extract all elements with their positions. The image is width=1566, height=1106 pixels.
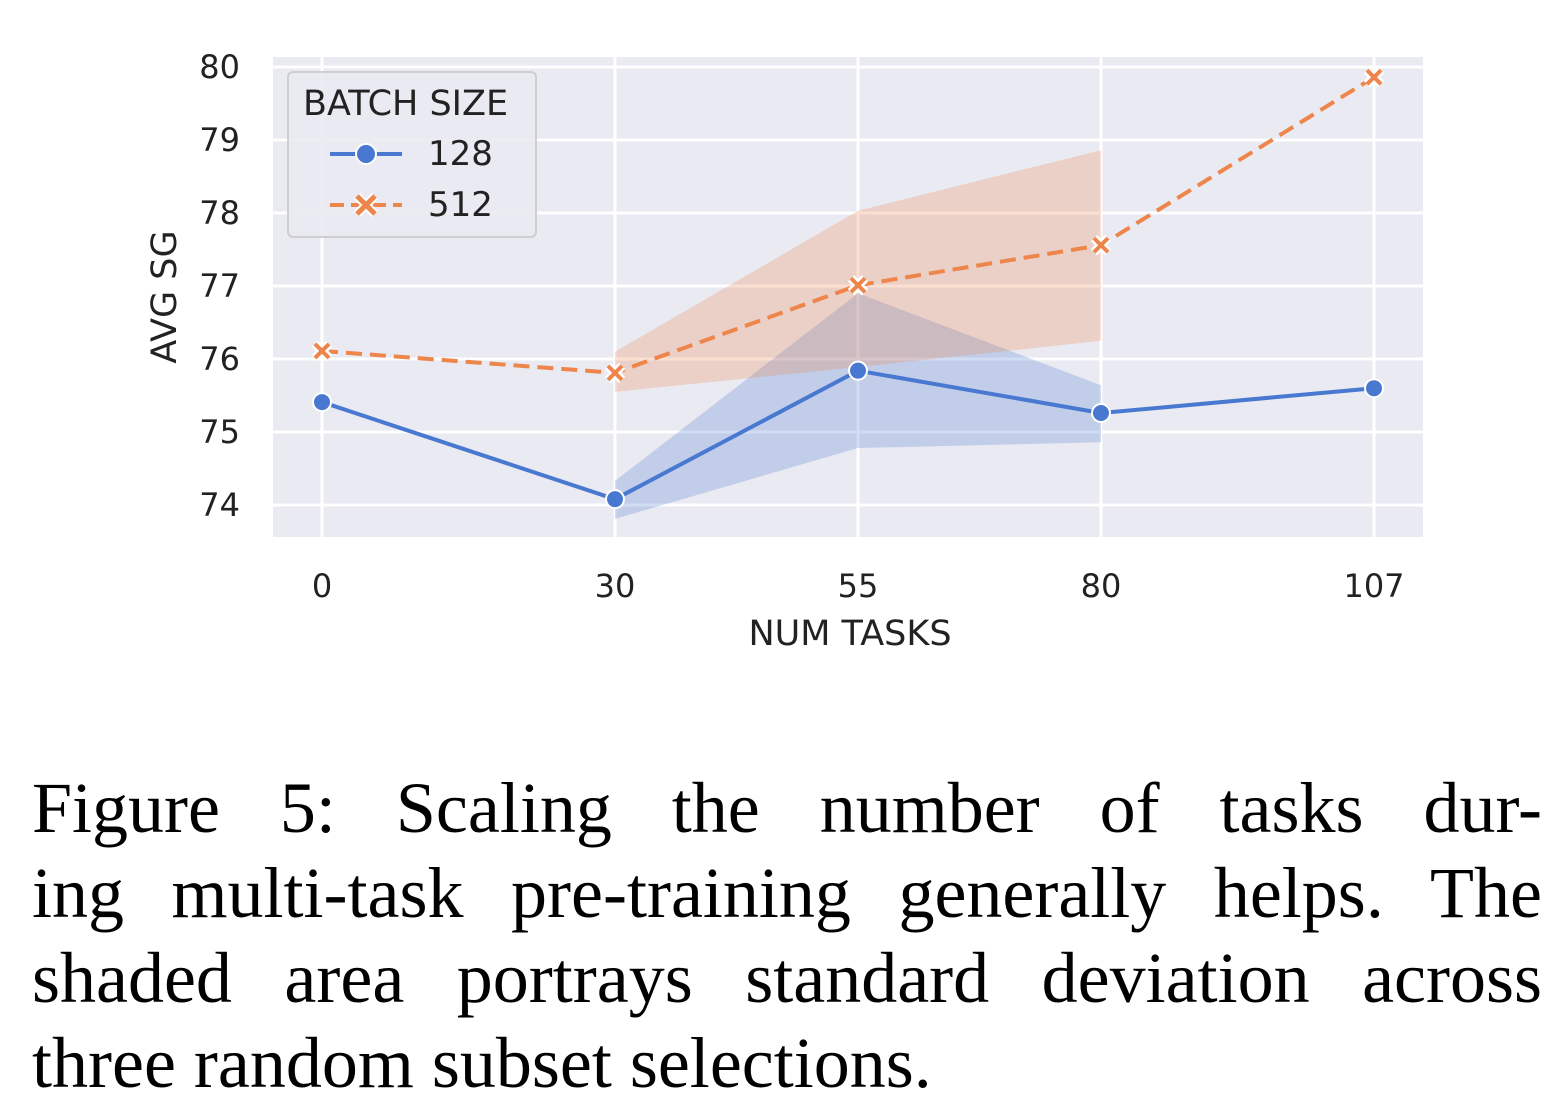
- data-point-512: [1363, 67, 1385, 88]
- y-tick-label: 75: [199, 413, 240, 451]
- y-axis-label: AVG SG: [145, 230, 185, 363]
- data-point-128: [1091, 403, 1111, 424]
- x-axis-label: NUM TASKS: [748, 614, 951, 654]
- y-tick-label: 79: [199, 121, 240, 159]
- legend-marker-128: [355, 143, 377, 165]
- data-point-128: [605, 489, 625, 510]
- data-point-512: [847, 275, 869, 296]
- data-point-512: [604, 362, 626, 384]
- data-point-512: [1090, 234, 1112, 256]
- data-point-128: [1364, 378, 1384, 399]
- caption-line: shaded area portrays standard deviation …: [32, 938, 1542, 1018]
- caption-line: three random subset selections.: [32, 1023, 932, 1103]
- y-tick-label: 80: [199, 48, 240, 86]
- caption-line: Figure 5: Scaling the number of tasks du…: [32, 768, 1542, 848]
- x-tick-label: 30: [595, 567, 636, 605]
- caption-line: ing multi-task pre-training generally he…: [32, 853, 1542, 933]
- x-tick-label: 107: [1343, 567, 1404, 605]
- legend-title: BATCH SIZE: [303, 84, 508, 124]
- data-point-128: [848, 360, 868, 381]
- figure-caption: Figure 5: Scaling the number of tasks du…: [32, 766, 1542, 1106]
- legend-label-128: 128: [428, 134, 493, 174]
- y-tick-label: 74: [199, 486, 240, 524]
- x-tick-label: 0: [312, 567, 332, 605]
- data-point-512: [311, 340, 333, 362]
- y-tick-label: 77: [199, 267, 240, 305]
- line-chart: 74 75 76 77 78 79 80 0 30 55 80 107 NUM TASKS AVG S…: [145, 48, 1423, 654]
- x-tick-label: 55: [838, 567, 879, 605]
- x-tick-label: 80: [1081, 567, 1122, 605]
- legend: BATCH SIZE 128 512: [287, 71, 537, 238]
- y-tick-label: 76: [199, 340, 240, 378]
- std-band-512: [615, 150, 1101, 392]
- data-point-128: [312, 392, 332, 413]
- y-tick-label: 78: [199, 194, 240, 232]
- std-band-128: [615, 293, 1101, 519]
- legend-label-512: 512: [428, 185, 493, 225]
